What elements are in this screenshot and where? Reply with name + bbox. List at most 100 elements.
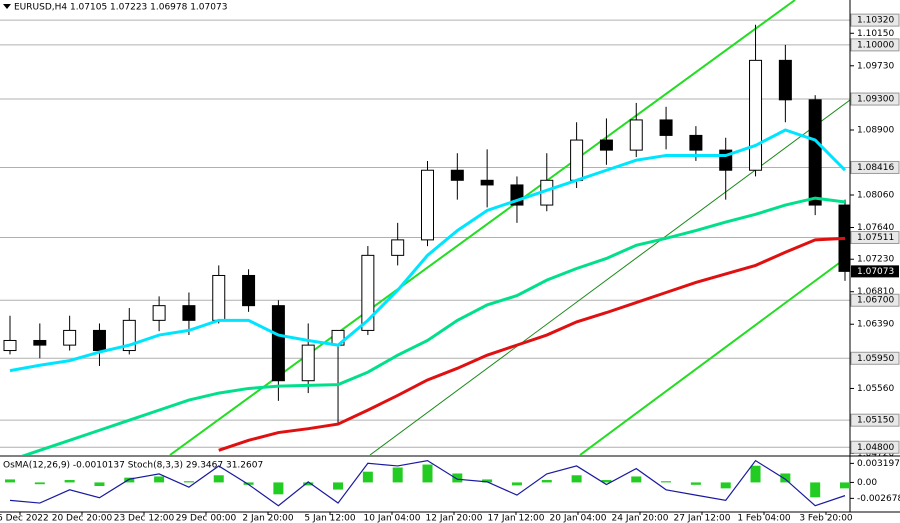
level-label: 1.08416	[857, 163, 894, 173]
candle-body	[421, 169, 434, 241]
osma-bar	[422, 464, 433, 483]
osma-bar	[183, 481, 194, 483]
level-label-box	[850, 293, 900, 307]
y-tick-label: 1.07230	[857, 255, 894, 265]
osma-bar	[571, 475, 582, 483]
level-label: 1.04800	[857, 443, 894, 453]
candle-body	[450, 169, 464, 181]
y-tick-label: 1.05560	[857, 384, 894, 394]
candle-body	[3, 339, 17, 352]
osma-bar	[392, 467, 403, 483]
x-tick-label: 20 Dec 20:00	[52, 514, 113, 523]
candle-body	[63, 329, 77, 346]
current-price-label: 1.07073	[857, 267, 894, 277]
y-tick-label: 1.10150	[857, 29, 894, 39]
candle-body	[659, 119, 673, 136]
candle-body	[480, 179, 494, 186]
levels	[0, 19, 850, 448]
osma-bar	[34, 482, 45, 485]
x-tick-label: 27 Jan 12:00	[674, 514, 731, 523]
level-label-box	[850, 440, 900, 454]
candle-body	[689, 134, 703, 151]
level-label: 1.10000	[857, 40, 894, 50]
osc-tick-label: 0.0031976	[857, 459, 900, 469]
y-tick-label: 1.09730	[857, 61, 894, 71]
y-tick-label: 1.04720	[857, 449, 894, 459]
candle-body	[33, 339, 47, 346]
candle-body	[271, 305, 285, 382]
menu-arrow[interactable]	[3, 4, 11, 9]
osma-bar	[154, 476, 165, 483]
y-tick-label: 1.06810	[857, 287, 894, 297]
candle-body	[361, 254, 375, 331]
level-label: 1.05150	[857, 416, 894, 426]
osma-bar	[720, 482, 731, 489]
y-tick-label: 1.07640	[857, 223, 894, 233]
candle-body	[301, 344, 315, 382]
price-axis: 1.10150 1.09730 1.08900 1.08060 1.07640 1.072…	[850, 13, 900, 459]
osma-bar	[780, 473, 791, 483]
candle-body	[778, 59, 792, 101]
y-tick-label: 1.06390	[857, 320, 894, 330]
level-label: 1.10320	[857, 16, 894, 26]
chart-title: EURUSD,H4 1.07105 1.07223 1.06978 1.0707…	[14, 3, 227, 13]
candle-body	[749, 59, 763, 171]
osma-bar	[750, 465, 761, 483]
candle-body	[599, 139, 613, 151]
osma-bar	[482, 479, 493, 483]
x-tick-label: 20 Jan 04:00	[550, 514, 607, 523]
candle-body	[182, 305, 196, 321]
osma-bar	[124, 477, 135, 483]
level-label: 1.06700	[857, 296, 894, 306]
level-label: 1.05950	[857, 354, 894, 364]
osma-bar	[511, 482, 522, 486]
candle-body	[629, 119, 643, 151]
x-tick-label: 24 Jan 20:00	[612, 514, 669, 523]
osc-tick-label: 0.00	[857, 478, 877, 488]
osma-bar	[243, 482, 254, 485]
candle-body	[808, 99, 822, 206]
current-price-box	[851, 265, 899, 278]
x-tick-label: 10 Jan 04:00	[364, 514, 421, 523]
x-tick-label: 17 Jan 12:00	[488, 514, 545, 523]
osma-bar	[5, 479, 15, 483]
candle-body	[92, 329, 106, 352]
osma-bar	[94, 482, 105, 486]
candle-body	[242, 274, 256, 307]
level-label: 1.09300	[857, 95, 894, 105]
osma-bar	[631, 476, 642, 483]
osma-bar	[362, 471, 373, 483]
osma-bar	[64, 480, 75, 483]
x-tick-label: 16 Dec 2022	[0, 514, 49, 523]
osma-bar	[333, 482, 344, 490]
candle-body	[391, 239, 405, 256]
oscillator-label: OsMA(12,26,9) -0.0010137 Stoch(8,3,3) 29…	[3, 461, 263, 471]
y-tick-label: 1.08060	[857, 191, 894, 201]
channel-lower	[579, 254, 850, 455]
osma-bar	[273, 482, 284, 495]
level-label: 1.07511	[857, 233, 894, 243]
candle-body	[152, 305, 166, 321]
oscillator: 0.0031976 0.00 -0.002678 OsMA(12,26,9) -0.0…	[3, 459, 900, 507]
osma-bar	[541, 480, 552, 483]
stoch-line	[9, 459, 846, 507]
osma-bar	[452, 473, 463, 483]
x-tick-label: 29 Dec 00:00	[176, 514, 237, 523]
osma-bar	[661, 481, 672, 483]
y-tick-label: 1.08900	[857, 126, 894, 136]
osma-bar	[840, 482, 850, 489]
moving-average	[218, 236, 846, 452]
channel-mid	[369, 99, 850, 455]
candle-body	[570, 139, 584, 181]
level-label-box	[850, 38, 900, 52]
moving-average	[9, 128, 847, 373]
level-label-box	[850, 413, 900, 427]
level-label-box	[850, 351, 900, 365]
x-tick-label: 2 Jan 20:00	[242, 514, 294, 523]
osma-bar	[690, 482, 701, 485]
x-tick-label: 23 Dec 12:00	[114, 514, 175, 523]
x-tick-label: 12 Jan 20:00	[426, 514, 483, 523]
level-label-box	[850, 230, 900, 244]
